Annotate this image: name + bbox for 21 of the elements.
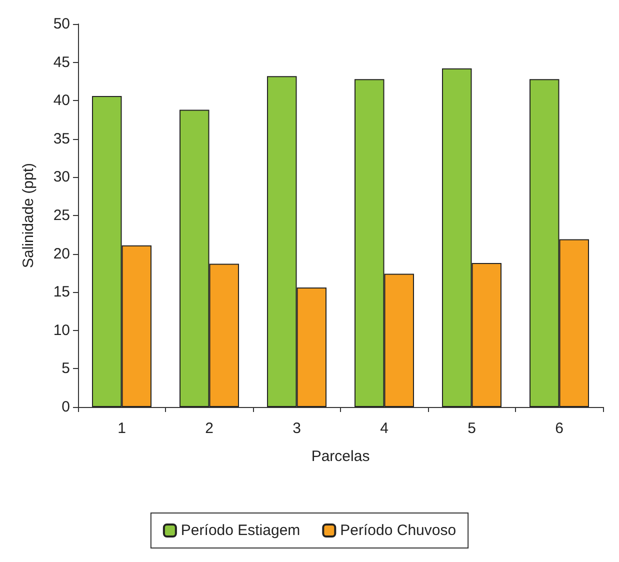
y-tick-label: 15 (53, 284, 70, 301)
y-tick-label: 35 (53, 130, 70, 148)
y-tick-label: 20 (53, 245, 70, 262)
x-tick-label: 3 (292, 420, 301, 437)
x-tick-label: 1 (118, 420, 126, 437)
y-tick-label: 5 (62, 360, 70, 378)
y-tick-label: 25 (53, 207, 70, 224)
y-tick-label: 0 (62, 398, 70, 416)
y-tick-label: 30 (53, 168, 70, 186)
legend-label: Período Estiagem (180, 522, 300, 539)
x-axis-title: Parcelas (311, 448, 370, 465)
y-tick-label: 40 (53, 92, 70, 110)
y-tick-label: 45 (53, 54, 70, 71)
legend-label: Período Chuvoso (340, 522, 456, 539)
x-tick-label: 5 (468, 420, 476, 437)
x-tick-label: 4 (380, 420, 388, 437)
y-tick-label: 10 (53, 322, 70, 339)
y-axis-title: Salinidade (ppt) (20, 162, 37, 268)
x-tick-label: 6 (555, 420, 564, 437)
y-tick-label: 50 (53, 16, 70, 32)
x-tick-label: 2 (205, 420, 214, 437)
